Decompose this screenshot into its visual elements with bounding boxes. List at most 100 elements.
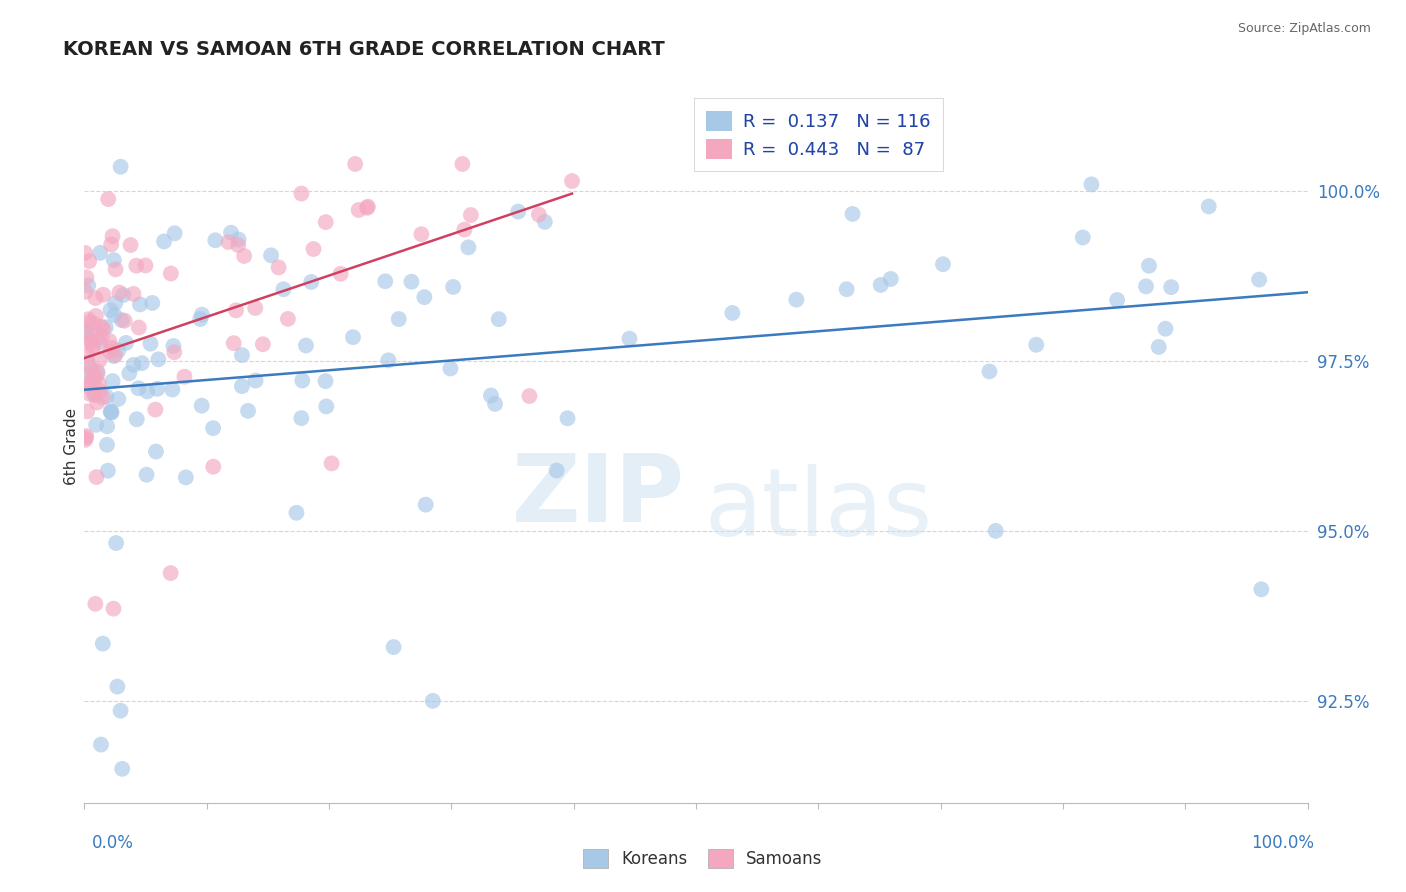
Point [382, 640, 405, 654]
Point [388, 312, 411, 326]
Point [98, 334, 121, 348]
Point [295, 338, 318, 352]
Point [111, 762, 134, 776]
Point [82, 342, 104, 356]
Point [880, 272, 903, 286]
Point [107, 392, 129, 406]
Point [148, 352, 170, 367]
Point [90, 319, 112, 334]
Point [619, 332, 641, 346]
Point [120, 238, 142, 252]
Point [153, 235, 176, 249]
Point [90, 738, 112, 752]
Point [1249, 272, 1271, 286]
Point [127, 381, 149, 395]
Point [1071, 230, 1094, 244]
Point [277, 312, 299, 326]
Point [128, 320, 150, 334]
Point [86, 367, 108, 381]
Point [527, 208, 550, 222]
Point [357, 200, 380, 214]
Point [267, 260, 290, 275]
Point [76, 348, 98, 362]
Point [342, 330, 364, 344]
Point [233, 249, 256, 263]
Point [841, 207, 863, 221]
Point [104, 262, 127, 277]
Point [1135, 279, 1157, 293]
Legend: Koreans, Samoans: Koreans, Samoans [576, 843, 830, 875]
Point [103, 349, 125, 363]
Point [174, 470, 197, 484]
Point [146, 382, 169, 396]
Point [107, 343, 129, 358]
Point [75, 433, 97, 447]
Point [291, 374, 314, 388]
Point [1147, 340, 1170, 354]
Point [344, 157, 367, 171]
Point [191, 308, 214, 322]
Point [76, 379, 98, 393]
Point [89, 245, 111, 260]
Point [136, 384, 159, 399]
Text: ZIP: ZIP [512, 450, 685, 542]
Point [84, 417, 107, 432]
Point [105, 680, 128, 694]
Point [100, 406, 122, 420]
Point [94, 320, 117, 334]
Point [79, 315, 101, 329]
Point [160, 267, 183, 281]
Point [453, 222, 475, 236]
Point [100, 404, 122, 418]
Point [273, 282, 295, 296]
Point [129, 297, 152, 311]
Point [143, 402, 166, 417]
Point [83, 387, 105, 401]
Point [315, 215, 337, 229]
Point [188, 312, 211, 326]
Point [785, 293, 807, 307]
Point [105, 536, 128, 550]
Point [122, 287, 145, 301]
Point [835, 282, 858, 296]
Point [110, 160, 132, 174]
Point [91, 637, 114, 651]
Point [533, 215, 555, 229]
Point [75, 431, 97, 445]
Point [226, 238, 249, 252]
Point [302, 242, 325, 256]
Point [377, 353, 399, 368]
Point [125, 259, 148, 273]
Point [411, 227, 433, 242]
Point [86, 328, 108, 343]
Point [101, 341, 124, 355]
Point [202, 459, 225, 474]
Point [162, 339, 184, 353]
Point [86, 364, 108, 378]
Point [134, 259, 156, 273]
Point [84, 388, 107, 402]
Point [356, 201, 378, 215]
Point [75, 285, 97, 299]
Point [110, 704, 132, 718]
Point [122, 358, 145, 372]
Point [103, 253, 125, 268]
Point [75, 270, 97, 285]
Point [1154, 322, 1177, 336]
Point [162, 383, 184, 397]
Point [290, 186, 312, 201]
Point [202, 421, 225, 435]
Point [285, 506, 308, 520]
Point [91, 391, 114, 405]
Point [159, 566, 181, 580]
Point [100, 303, 122, 318]
Point [441, 280, 464, 294]
Point [97, 464, 120, 478]
Point [75, 376, 97, 391]
Point [76, 355, 98, 369]
Point [315, 400, 337, 414]
Point [82, 365, 104, 379]
Point [519, 389, 541, 403]
Point [245, 301, 267, 315]
Point [932, 257, 955, 271]
